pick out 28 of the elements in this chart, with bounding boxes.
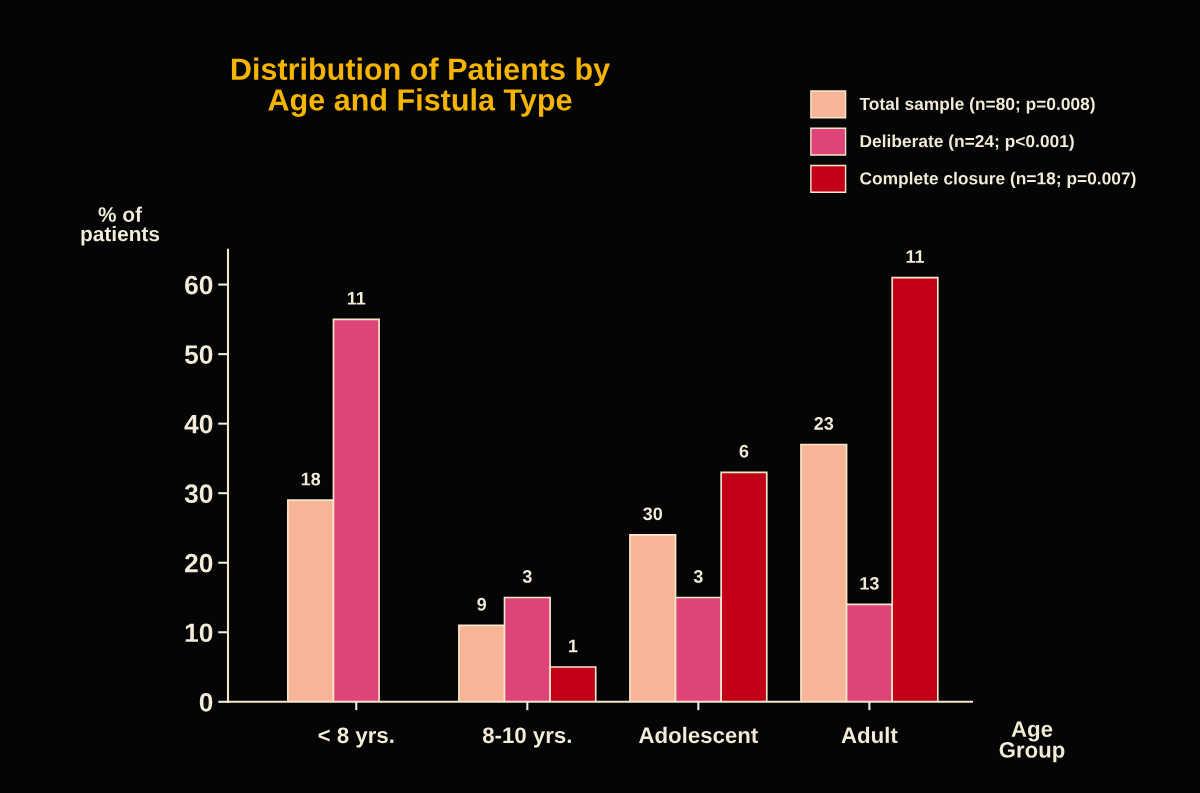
annotation: 3 bbox=[693, 570, 703, 583]
y-tick-label: 20 bbox=[184, 553, 213, 573]
annotation: 30 bbox=[643, 507, 663, 521]
annotation: 1 bbox=[569, 639, 578, 653]
x-tick-label: Adult bbox=[841, 726, 898, 744]
annotation: 3 bbox=[522, 570, 532, 583]
annotation: 9 bbox=[477, 597, 487, 611]
annotation: 13 bbox=[860, 576, 879, 590]
chart-title: Distribution of Patients by Age and Fistula Type bbox=[231, 57, 610, 117]
legend-label: Complete closure (n=18; p=0.007) bbox=[860, 171, 1136, 188]
y-tick-label: 40 bbox=[184, 414, 213, 434]
x-tick-label: Adolescent bbox=[639, 726, 758, 744]
annotation: 23 bbox=[814, 417, 834, 430]
x-tick-label: < 8 yrs. bbox=[318, 727, 394, 748]
x-tick-label: 8-10 yrs. bbox=[482, 727, 571, 748]
y-tick-label: 10 bbox=[185, 623, 213, 643]
y-tick-label: 50 bbox=[184, 345, 213, 364]
annotation: 11 bbox=[347, 292, 366, 305]
x-axis-title: Age Group bbox=[999, 721, 1065, 763]
y-tick-label: 0 bbox=[199, 692, 213, 712]
legend-label: Total sample (n=80; p=0.008) bbox=[859, 97, 1095, 114]
annotation: 11 bbox=[906, 250, 925, 263]
annotation: 18 bbox=[301, 472, 321, 486]
y-tick-label: 30 bbox=[184, 484, 213, 504]
y-tick-label: 60 bbox=[185, 275, 213, 295]
legend-label: Deliberate (n=24; p<0.001) bbox=[860, 134, 1074, 151]
annotation: 6 bbox=[739, 444, 749, 458]
y-axis-title: % of patients bbox=[81, 206, 160, 246]
